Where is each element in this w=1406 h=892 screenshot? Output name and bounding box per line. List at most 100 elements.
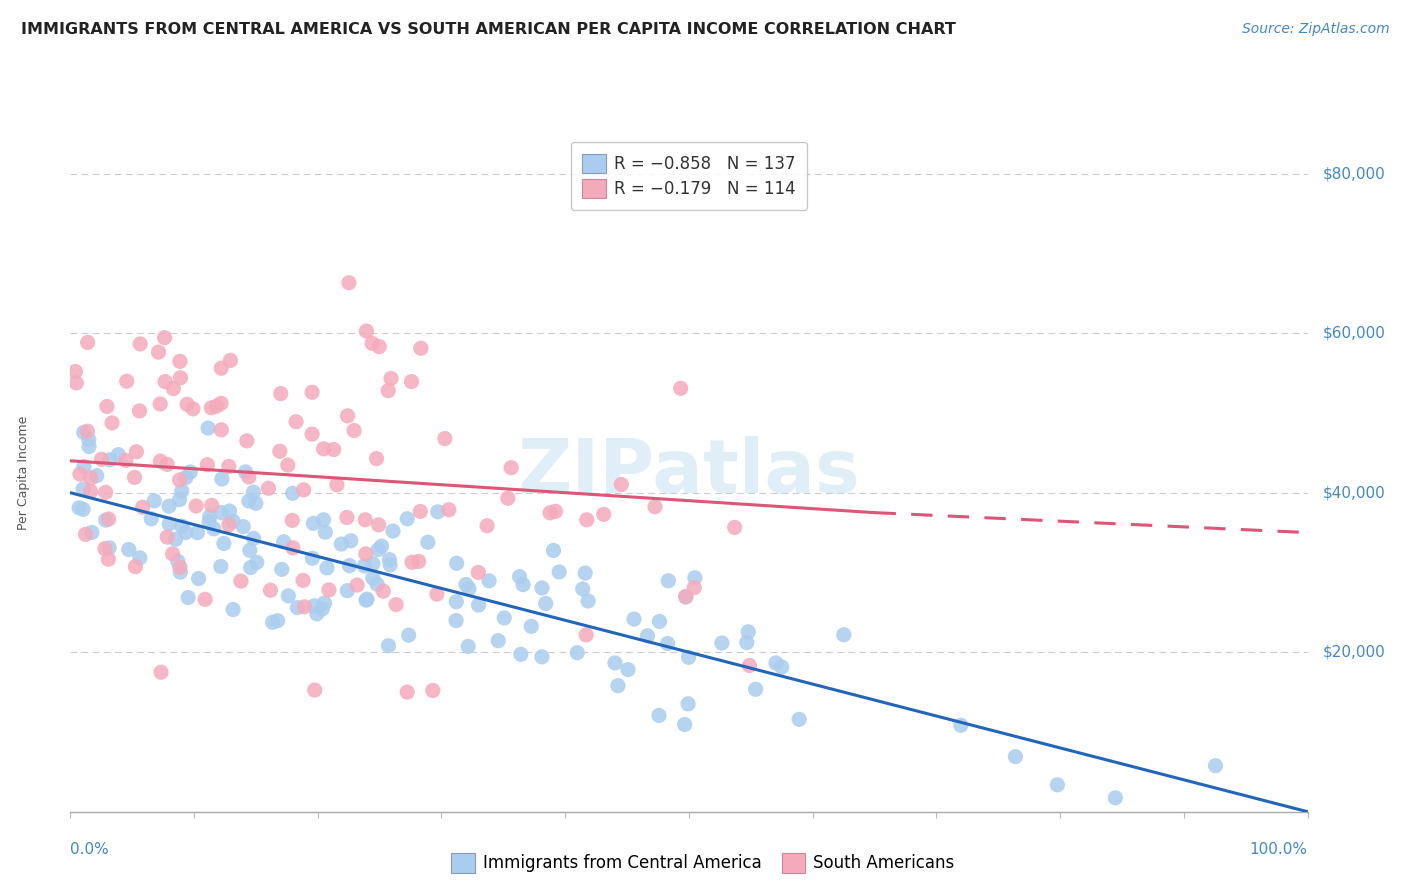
Point	[534, 597, 557, 611]
Point	[346, 578, 368, 592]
Point	[337, 276, 360, 290]
Point	[401, 375, 423, 389]
Point	[157, 516, 180, 531]
Point	[426, 505, 449, 519]
Point	[285, 415, 308, 429]
Point	[292, 574, 315, 588]
Point	[94, 513, 117, 527]
Point	[446, 595, 468, 609]
Text: Source: ZipAtlas.com: Source: ZipAtlas.com	[1241, 22, 1389, 37]
Point	[186, 525, 208, 540]
Point	[724, 520, 747, 534]
Point	[218, 504, 240, 518]
Point	[494, 611, 516, 625]
Point	[156, 458, 179, 472]
Point	[1104, 790, 1126, 805]
Point	[396, 512, 419, 526]
Point	[76, 424, 98, 438]
Point	[198, 509, 221, 524]
Point	[571, 582, 593, 596]
Point	[530, 649, 553, 664]
Point	[194, 592, 217, 607]
Point	[170, 519, 193, 533]
Point	[156, 530, 179, 544]
Point	[544, 504, 567, 518]
Point	[311, 602, 333, 616]
Point	[197, 421, 219, 435]
Point	[366, 577, 388, 591]
Point	[617, 663, 640, 677]
Point	[437, 502, 460, 516]
Point	[198, 515, 221, 529]
Point	[458, 582, 481, 596]
Point	[603, 656, 626, 670]
Point	[676, 697, 699, 711]
Point	[678, 650, 700, 665]
Point	[444, 614, 467, 628]
Point	[575, 628, 598, 642]
Point	[433, 432, 456, 446]
Text: $80,000: $80,000	[1323, 166, 1385, 181]
Point	[330, 537, 353, 551]
Point	[277, 589, 299, 603]
Point	[361, 336, 384, 351]
Legend: Immigrants from Central America, South Americans: Immigrants from Central America, South A…	[444, 847, 962, 880]
Point	[1046, 778, 1069, 792]
Point	[222, 602, 245, 616]
Point	[373, 584, 395, 599]
Point	[339, 558, 361, 573]
Point	[710, 636, 733, 650]
Point	[409, 504, 432, 518]
Point	[512, 577, 534, 591]
Point	[457, 640, 479, 654]
Point	[69, 467, 91, 481]
Point	[128, 550, 150, 565]
Point	[165, 533, 187, 547]
Point	[97, 552, 120, 566]
Point	[125, 444, 148, 458]
Point	[292, 483, 315, 497]
Point	[378, 558, 401, 572]
Point	[336, 409, 359, 423]
Point	[239, 560, 262, 574]
Point	[294, 599, 316, 614]
Point	[673, 717, 696, 731]
Point	[610, 477, 633, 491]
Point	[574, 566, 596, 580]
Point	[200, 401, 222, 415]
Point	[501, 460, 523, 475]
Point	[143, 494, 166, 508]
Point	[141, 512, 163, 526]
Point	[77, 440, 100, 454]
Point	[385, 598, 408, 612]
Point	[169, 560, 191, 574]
Point	[65, 376, 87, 390]
Point	[356, 324, 378, 338]
Point	[576, 594, 599, 608]
Text: $20,000: $20,000	[1323, 645, 1385, 660]
Point	[219, 353, 242, 368]
Point	[538, 506, 561, 520]
Point	[174, 525, 197, 540]
Point	[257, 481, 280, 495]
Point	[86, 468, 108, 483]
Point	[124, 470, 146, 484]
Point	[454, 577, 477, 591]
Point	[77, 433, 100, 447]
Point	[149, 397, 172, 411]
Point	[530, 581, 553, 595]
Point	[575, 513, 598, 527]
Point	[744, 682, 766, 697]
Point	[683, 571, 706, 585]
Point	[98, 452, 121, 467]
Point	[398, 628, 420, 642]
Point	[169, 492, 191, 507]
Point	[90, 452, 112, 467]
Point	[273, 534, 295, 549]
Text: 0.0%: 0.0%	[70, 842, 110, 857]
Point	[832, 628, 855, 642]
Point	[169, 473, 191, 487]
Point	[79, 484, 101, 499]
Point	[179, 465, 201, 479]
Point	[738, 658, 761, 673]
